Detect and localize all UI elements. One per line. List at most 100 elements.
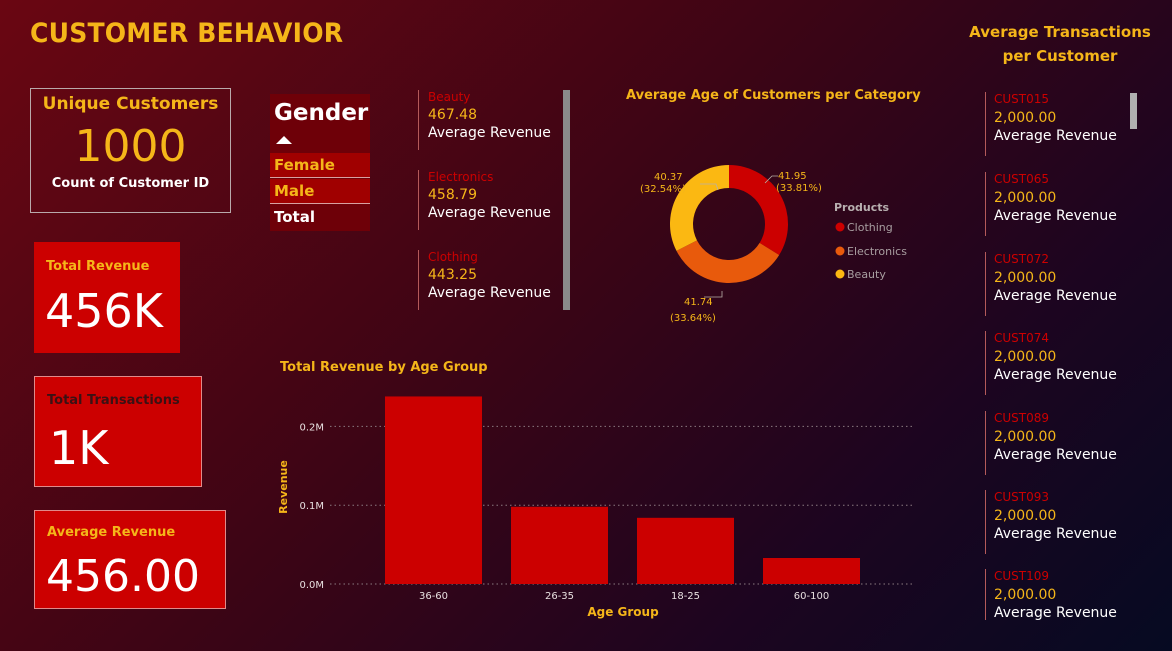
list-item: CUST089 2,000.00 Average Revenue bbox=[985, 411, 1125, 475]
customer-value: 2,000.00 bbox=[994, 429, 1057, 445]
legend-dot-electronics bbox=[835, 246, 845, 256]
list-item: CUST093 2,000.00 Average Revenue bbox=[985, 490, 1125, 554]
avg-transactions-title: Average Transactions per Customer bbox=[960, 20, 1160, 68]
category-revenue-list: Beauty 467.48 Average Revenue Electronic… bbox=[418, 90, 568, 312]
list-item: CUST074 2,000.00 Average Revenue bbox=[985, 331, 1125, 395]
unique-customers-card: Unique Customers 1000 Count of Customer … bbox=[30, 88, 231, 213]
donut-label-beauty-value: 40.37 bbox=[654, 172, 683, 183]
category-label: Average Revenue bbox=[428, 205, 551, 221]
total-revenue-label: Total Revenue bbox=[46, 259, 150, 274]
total-transactions-value: 1K bbox=[49, 421, 109, 475]
donut-slice-beauty[interactable] bbox=[670, 165, 729, 251]
donut-chart-title: Average Age of Customers per Category bbox=[626, 88, 921, 103]
category-label: Average Revenue bbox=[428, 285, 551, 301]
customer-label: Average Revenue bbox=[994, 526, 1117, 542]
customer-label: Average Revenue bbox=[994, 128, 1117, 144]
page-title: CUSTOMER BEHAVIOR bbox=[30, 18, 344, 49]
y-tick-label: 0.2M bbox=[299, 422, 324, 433]
list-item: CUST015 2,000.00 Average Revenue bbox=[985, 92, 1125, 156]
x-tick-label: 36-60 bbox=[419, 591, 448, 602]
customer-id: CUST093 bbox=[994, 490, 1050, 504]
bar-36-60[interactable] bbox=[385, 396, 482, 584]
donut-label-electronics-pct: (33.64%) bbox=[670, 313, 716, 324]
list-item: CUST072 2,000.00 Average Revenue bbox=[985, 252, 1125, 316]
leader-line-electronics bbox=[704, 291, 723, 298]
category-name: Clothing bbox=[428, 250, 478, 264]
unique-customers-value: 1000 bbox=[74, 121, 187, 172]
donut-slice-electronics[interactable] bbox=[676, 240, 780, 283]
customer-list: CUST015 2,000.00 Average Revenue CUST065… bbox=[985, 92, 1140, 620]
customer-label: Average Revenue bbox=[994, 208, 1117, 224]
list-item: CUST065 2,000.00 Average Revenue bbox=[985, 172, 1125, 236]
customer-id: CUST015 bbox=[994, 92, 1050, 106]
customer-list-scrollbar[interactable] bbox=[1130, 93, 1137, 129]
gender-option-female[interactable]: Female bbox=[270, 153, 370, 178]
gender-slicer[interactable]: Gender Female Male Total bbox=[270, 94, 370, 231]
customer-label: Average Revenue bbox=[994, 447, 1117, 463]
category-card: Electronics 458.79 Average Revenue bbox=[418, 170, 558, 230]
customer-id: CUST089 bbox=[994, 411, 1050, 425]
legend-dot-clothing bbox=[835, 222, 845, 232]
total-transactions-label: Total Transactions bbox=[47, 393, 180, 408]
total-revenue-card: Total Revenue 456K bbox=[34, 242, 180, 353]
gender-option-male[interactable]: Male bbox=[270, 179, 370, 204]
gender-slicer-title: Gender bbox=[274, 100, 369, 126]
category-card: Clothing 443.25 Average Revenue bbox=[418, 250, 558, 310]
category-name: Beauty bbox=[428, 90, 471, 104]
donut-label-beauty-pct: (32.54%) bbox=[640, 184, 686, 195]
category-card: Beauty 467.48 Average Revenue bbox=[418, 90, 558, 150]
bar-26-35[interactable] bbox=[511, 506, 608, 584]
customer-id: CUST072 bbox=[994, 252, 1050, 266]
bar-y-axis-title: Revenue bbox=[277, 460, 290, 514]
legend-dot-beauty bbox=[835, 269, 845, 279]
category-name: Electronics bbox=[428, 170, 494, 184]
customer-value: 2,000.00 bbox=[994, 349, 1057, 365]
donut-slice-clothing[interactable] bbox=[729, 165, 788, 256]
customer-label: Average Revenue bbox=[994, 367, 1117, 383]
customer-label: Average Revenue bbox=[994, 605, 1117, 620]
x-tick-label: 60-100 bbox=[794, 591, 829, 602]
customer-value: 2,000.00 bbox=[994, 587, 1057, 603]
legend-label-clothing: Clothing bbox=[847, 221, 893, 234]
legend-label-electronics: Electronics bbox=[847, 245, 907, 258]
sort-ascending-icon[interactable] bbox=[276, 136, 292, 144]
legend-label-beauty: Beauty bbox=[847, 268, 886, 281]
bar-60-100[interactable] bbox=[763, 557, 860, 584]
customer-id: CUST109 bbox=[994, 569, 1050, 583]
list-item: CUST109 2,000.00 Average Revenue bbox=[985, 569, 1125, 620]
category-value: 467.48 bbox=[428, 107, 477, 123]
bar-chart: 36-60 26-35 18-25 60-100 0.0M 0.1M 0.2M Reven… bbox=[277, 396, 915, 619]
total-transactions-card: Total Transactions 1K bbox=[34, 376, 202, 487]
customer-id: CUST065 bbox=[994, 172, 1050, 186]
category-list-scrollbar[interactable] bbox=[563, 90, 570, 310]
average-revenue-value: 456.00 bbox=[46, 551, 200, 602]
customer-id: CUST074 bbox=[994, 331, 1050, 345]
average-revenue-card: Average Revenue 456.00 bbox=[34, 510, 226, 609]
bar-18-25[interactable] bbox=[637, 517, 734, 584]
bar-chart-title: Total Revenue by Age Group bbox=[280, 360, 488, 375]
customer-value: 2,000.00 bbox=[994, 270, 1057, 286]
customer-value: 2,000.00 bbox=[994, 110, 1057, 126]
y-tick-label: 0.0M bbox=[299, 580, 324, 591]
unique-customers-title: Unique Customers bbox=[42, 94, 219, 114]
donut-label-clothing-pct: (33.81%) bbox=[776, 183, 822, 194]
average-revenue-label: Average Revenue bbox=[47, 525, 176, 540]
customer-value: 2,000.00 bbox=[994, 508, 1057, 524]
bar-x-axis-title: Age Group bbox=[587, 605, 659, 619]
customer-value: 2,000.00 bbox=[994, 190, 1057, 206]
leader-line-clothing bbox=[764, 175, 778, 184]
donut-chart: 41.95 (33.81%) 40.37 (32.54%) 41.74 (33.… bbox=[640, 165, 907, 324]
donut-legend-title: Products bbox=[834, 201, 890, 214]
category-value: 443.25 bbox=[428, 267, 477, 283]
category-label: Average Revenue bbox=[428, 125, 551, 141]
x-tick-label: 18-25 bbox=[671, 591, 700, 602]
total-revenue-value: 456K bbox=[45, 284, 163, 338]
gender-option-total[interactable]: Total bbox=[270, 205, 370, 230]
x-tick-label: 26-35 bbox=[545, 591, 574, 602]
donut-label-clothing-value: 41.95 bbox=[778, 171, 807, 182]
leader-line-beauty bbox=[700, 183, 719, 191]
avg-transactions-title-line2: per Customer bbox=[1002, 47, 1118, 65]
category-value: 458.79 bbox=[428, 187, 477, 203]
avg-transactions-title-line1: Average Transactions bbox=[969, 23, 1151, 41]
y-tick-label: 0.1M bbox=[299, 501, 324, 512]
